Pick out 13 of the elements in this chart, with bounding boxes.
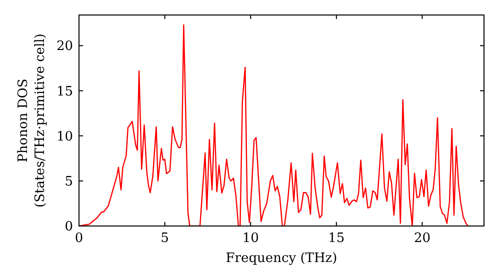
x-tick-label: 0 xyxy=(74,231,84,246)
x-tick-label: 5 xyxy=(160,231,169,246)
y-tick-label: 0 xyxy=(64,220,73,235)
x-axis-title: Frequency (THz) xyxy=(226,251,338,266)
y-tick-label: 20 xyxy=(56,39,73,54)
y-tick-label: 15 xyxy=(56,84,73,100)
y-tick-label: 10 xyxy=(56,129,73,144)
x-tick-label: 20 xyxy=(414,231,430,246)
x-tick-label: 10 xyxy=(242,231,259,246)
y-axis-title: Phonon DOS (States/THz·primitive cell) xyxy=(16,33,48,208)
line-series xyxy=(79,24,468,226)
y-tick-label: 5 xyxy=(64,174,73,190)
x-tick-label: 15 xyxy=(328,231,345,246)
